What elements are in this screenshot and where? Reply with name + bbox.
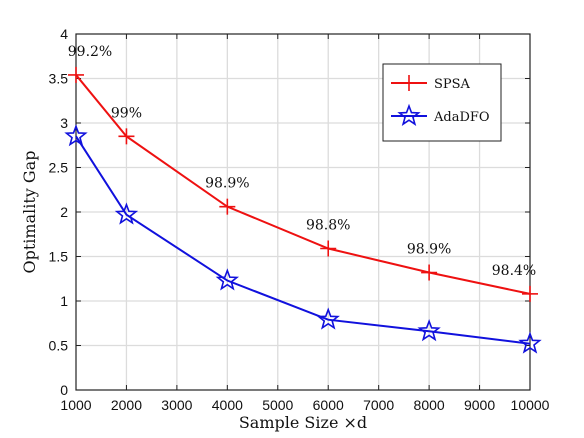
- y-tick-label: 0.5: [49, 338, 69, 354]
- annotation-label: 99%: [111, 105, 142, 121]
- legend-label-spsa: SPSA: [434, 77, 471, 92]
- y-tick-label: 2.5: [49, 160, 69, 176]
- x-tick-label: 6000: [313, 397, 344, 413]
- annotation-label: 98.9%: [205, 176, 249, 192]
- x-tick-label: 4000: [212, 397, 243, 413]
- data-point-spsa: [118, 128, 135, 145]
- x-tick-label: 3000: [161, 397, 192, 413]
- annotation-label: 98.8%: [306, 217, 350, 233]
- data-point-adadfo: [215, 268, 240, 291]
- x-tick-label: 7000: [363, 397, 394, 413]
- x-tick-label: 10000: [511, 397, 550, 413]
- y-tick-label: 3.5: [49, 71, 69, 87]
- x-tick-label: 2000: [111, 397, 142, 413]
- data-point-adadfo: [518, 331, 542, 354]
- legend-marker-adadfo: [397, 103, 421, 126]
- data-point-spsa: [421, 264, 438, 281]
- annotations-layer: 99.2% 99% 98.9% 98.8% 98.9% 98.4%: [68, 44, 536, 279]
- data-point-spsa: [522, 285, 538, 302]
- y-axis-label: Optimality Gap: [20, 151, 39, 274]
- x-tick-label: 9000: [464, 397, 495, 413]
- data-point-spsa: [320, 240, 337, 257]
- axis-ticks: 1000 2000 3000 4000 5000 6000 7000 8000 9000 1000…: [49, 26, 550, 413]
- legend: SPSA AdaDFO: [382, 63, 502, 142]
- y-tick-label: 0: [60, 382, 68, 398]
- legend-label-adadfo: AdaDFO: [433, 110, 490, 125]
- series-layer: [64, 66, 542, 354]
- x-axis-label: Sample Size ×d: [239, 413, 367, 432]
- annotation-label: 98.9%: [407, 242, 451, 258]
- data-point-adadfo: [316, 307, 340, 330]
- x-tick-label: 8000: [414, 397, 445, 413]
- x-tick-label: 1000: [60, 397, 91, 413]
- legend-box: [382, 63, 502, 142]
- y-tick-label: 4: [60, 26, 68, 42]
- annotation-label: 99.2%: [68, 44, 112, 60]
- x-tick-label: 5000: [262, 397, 293, 413]
- data-point-spsa: [68, 66, 84, 83]
- y-tick-label: 3: [60, 115, 68, 131]
- y-tick-label: 1.5: [49, 249, 69, 265]
- series-line-spsa: [75, 74, 531, 295]
- data-point-adadfo: [114, 202, 139, 225]
- series-line-adadfo: [75, 135, 531, 345]
- data-point-spsa: [219, 198, 236, 215]
- y-tick-label: 1: [60, 293, 68, 309]
- annotation-label: 98.4%: [492, 263, 536, 279]
- y-tick-label: 2: [60, 204, 68, 220]
- data-point-adadfo: [417, 318, 441, 342]
- data-point-adadfo: [64, 124, 88, 147]
- legend-marker-spsa: [401, 75, 417, 91]
